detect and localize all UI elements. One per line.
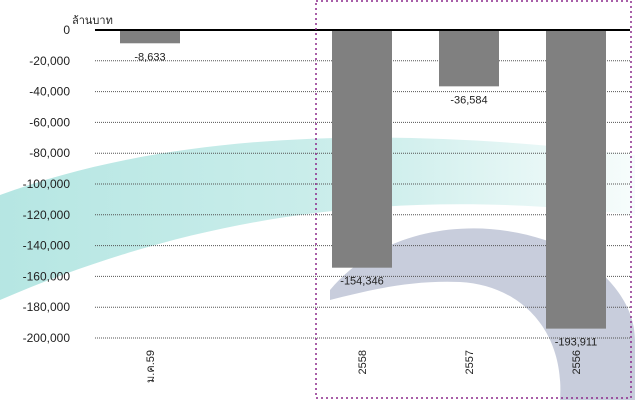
y-tick-label: -180,000 bbox=[23, 300, 71, 314]
data-label: -154,346 bbox=[340, 276, 383, 288]
y-tick-label: -60,000 bbox=[29, 115, 70, 129]
data-label: -8,633 bbox=[134, 51, 165, 63]
x-tick-label: 2556 bbox=[571, 350, 583, 374]
background-teal-swoosh bbox=[0, 137, 635, 300]
y-tick-label: -160,000 bbox=[23, 269, 71, 283]
y-tick-label: -140,000 bbox=[23, 239, 71, 253]
bar-2 bbox=[332, 31, 392, 268]
y-tick-label: -120,000 bbox=[23, 208, 71, 222]
y-tick-label: 0 bbox=[63, 23, 70, 37]
bar-3 bbox=[439, 31, 499, 87]
x-axis: ม.ค.59 2558 2557 2556 bbox=[145, 350, 583, 383]
y-tick-label: -200,000 bbox=[23, 331, 71, 345]
background-decoration bbox=[0, 137, 635, 400]
bar-4 bbox=[546, 31, 606, 329]
data-label: -36,584 bbox=[450, 94, 487, 106]
bars bbox=[120, 31, 606, 329]
data-label: -193,911 bbox=[555, 337, 598, 349]
y-tick-label: -80,000 bbox=[29, 146, 70, 160]
y-tick-label: -100,000 bbox=[23, 177, 71, 191]
x-tick-label: 2557 bbox=[464, 350, 476, 374]
data-labels: -8,633 -154,346 -36,584 -193,911 bbox=[134, 51, 597, 348]
x-tick-label: ม.ค.59 bbox=[145, 350, 157, 383]
y-tick-label: -40,000 bbox=[29, 85, 70, 99]
bar-1 bbox=[120, 31, 180, 44]
y-tick-label: -20,000 bbox=[29, 54, 70, 68]
highlight-box bbox=[315, 0, 632, 399]
y-axis: 0 -20,000 -40,000 -60,000 -80,000 -100,000 -12… bbox=[23, 23, 630, 345]
x-tick-label: 2558 bbox=[357, 350, 369, 374]
y-axis-unit-label: ล้านบาท bbox=[72, 15, 113, 27]
